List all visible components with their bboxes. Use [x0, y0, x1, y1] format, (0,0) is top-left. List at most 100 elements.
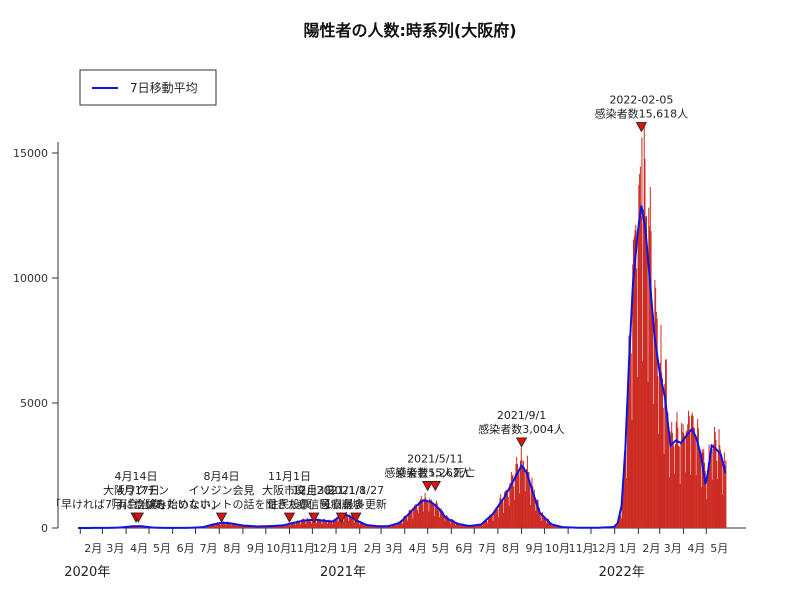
daily-bar: [336, 518, 338, 528]
daily-bar: [722, 494, 724, 528]
daily-bar: [236, 524, 238, 528]
daily-bar: [422, 501, 424, 528]
daily-bar: [240, 525, 242, 528]
daily-bar: [472, 525, 474, 528]
daily-bar: [458, 523, 460, 528]
daily-bar: [626, 408, 628, 528]
daily-bar: [441, 510, 443, 528]
x-tick-label: 3月: [385, 542, 403, 555]
daily-bar: [309, 520, 311, 528]
daily-bar: [390, 525, 392, 528]
daily-bar: [423, 499, 425, 528]
daily-bar: [551, 525, 553, 528]
daily-bar: [512, 474, 514, 528]
daily-bar: [704, 462, 706, 528]
daily-bar: [320, 520, 322, 528]
daily-bar: [358, 521, 360, 528]
daily-bar: [662, 407, 664, 528]
daily-bar: [649, 187, 651, 528]
daily-bar: [668, 477, 670, 528]
daily-bar: [725, 460, 727, 528]
daily-bar: [305, 523, 307, 528]
daily-bar: [392, 524, 394, 528]
daily-bar: [440, 507, 442, 528]
daily-bar: [636, 376, 638, 528]
daily-bar: [322, 519, 324, 528]
daily-bar: [394, 524, 396, 528]
daily-bar: [686, 430, 688, 528]
daily-bar: [655, 287, 657, 528]
daily-bar: [343, 513, 345, 528]
daily-bar: [720, 449, 722, 528]
daily-bar: [630, 353, 632, 528]
daily-bar: [492, 520, 494, 528]
daily-bar: [474, 524, 476, 528]
daily-bar: [513, 499, 515, 528]
daily-bar: [673, 446, 675, 528]
daily-bar: [342, 521, 344, 528]
daily-bar: [301, 518, 303, 528]
daily-bar: [659, 363, 661, 528]
daily-bar: [642, 209, 644, 528]
daily-bar: [232, 523, 234, 528]
daily-bar: [214, 525, 216, 528]
daily-bar: [665, 359, 667, 528]
daily-bar: [233, 522, 235, 528]
daily-bar: [351, 516, 353, 528]
daily-bar: [283, 525, 285, 528]
daily-bar: [336, 517, 338, 528]
daily-bar: [458, 523, 460, 528]
annotation-text: 「ウソみたいなホントの話を聞きたい」: [123, 497, 321, 511]
daily-bar: [139, 526, 141, 528]
daily-bar: [698, 447, 700, 528]
daily-bar: [654, 279, 656, 528]
daily-bar: [541, 512, 543, 528]
daily-bar: [426, 500, 428, 528]
daily-bar: [307, 518, 309, 528]
daily-bar: [706, 499, 708, 528]
daily-bar: [452, 520, 454, 528]
daily-bar: [652, 314, 654, 528]
daily-bar: [657, 375, 659, 528]
daily-bar: [366, 524, 368, 528]
daily-bar: [331, 521, 333, 528]
x-tick-label: 1月: [619, 542, 637, 555]
daily-bar: [695, 475, 697, 528]
daily-bar: [274, 525, 276, 528]
daily-bar: [446, 515, 448, 528]
daily-bar: [370, 525, 372, 528]
annotation-marker: [350, 512, 362, 523]
daily-bar: [373, 525, 375, 528]
daily-bar: [694, 428, 696, 528]
daily-bar: [546, 519, 548, 528]
daily-bar: [522, 465, 524, 528]
daily-bar: [282, 524, 284, 528]
annotation-text: 12月3日: [292, 484, 335, 497]
daily-bar: [335, 519, 337, 528]
daily-bar: [660, 324, 662, 528]
daily-bar: [268, 526, 270, 528]
daily-bar: [299, 522, 301, 528]
daily-bar: [720, 455, 722, 528]
daily-bar: [714, 431, 716, 528]
daily-bar: [443, 515, 445, 528]
daily-bar: [425, 497, 427, 528]
daily-bar: [523, 466, 525, 528]
daily-bar: [432, 502, 434, 528]
daily-bar: [369, 526, 371, 528]
daily-bar: [403, 516, 405, 528]
daily-bar: [210, 524, 212, 528]
daily-bar: [623, 466, 625, 528]
daily-bar: [213, 524, 215, 528]
daily-bar: [645, 216, 647, 528]
y-tick-label: 0: [41, 522, 48, 535]
daily-bar: [339, 514, 341, 528]
daily-bar: [315, 521, 317, 528]
daily-bar: [500, 499, 502, 528]
daily-bar: [456, 522, 458, 528]
daily-bar: [696, 439, 698, 528]
daily-bar: [507, 493, 509, 528]
daily-bar: [691, 412, 693, 528]
daily-bar: [217, 522, 219, 528]
daily-bar: [399, 521, 401, 528]
